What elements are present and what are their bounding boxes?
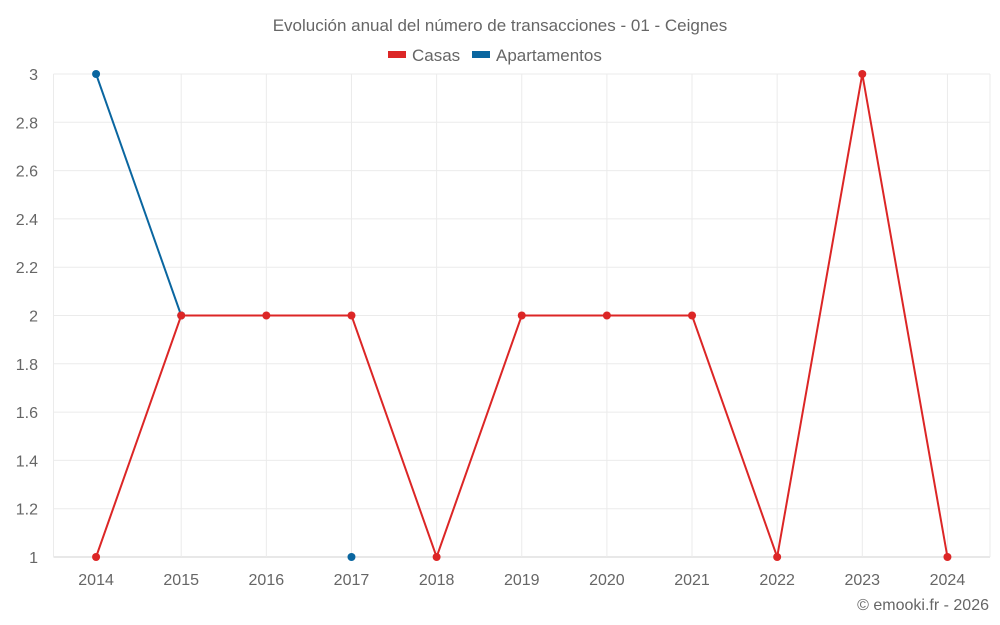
x-tick-label: 2021 <box>674 572 710 589</box>
x-tick-label: 2015 <box>163 572 199 589</box>
data-point-casas <box>432 553 441 561</box>
y-tick-label: 1.4 <box>16 453 38 470</box>
data-point-casas <box>943 553 952 561</box>
data-point-casas <box>347 311 356 320</box>
y-tick-label: 2.8 <box>16 115 38 132</box>
legend-label-casas: Casas <box>412 46 460 65</box>
x-tick-label: 2022 <box>759 572 795 589</box>
x-tick-label: 2020 <box>589 572 625 589</box>
data-point-apartamentos <box>347 553 356 561</box>
x-tick-label: 2019 <box>504 572 540 589</box>
x-axis: 2014 2015 2016 2017 2018 2019 2020 2021 2022 2023… <box>78 572 965 589</box>
y-tick-label: 1 <box>29 550 38 567</box>
x-tick-label: 2024 <box>930 572 966 589</box>
series <box>92 70 952 561</box>
y-tick-label: 2 <box>29 309 38 326</box>
y-tick-label: 1.8 <box>16 357 38 374</box>
x-tick-label: 2016 <box>249 572 285 589</box>
data-point-casas <box>773 553 782 561</box>
data-point-casas <box>602 311 611 320</box>
y-tick-label: 2.2 <box>16 260 38 277</box>
data-point-casas <box>177 311 186 320</box>
y-tick-label: 3 <box>29 67 38 84</box>
data-point-casas <box>688 311 697 320</box>
x-tick-label: 2014 <box>78 572 114 589</box>
legend: Casas Apartamentos <box>388 46 602 65</box>
y-tick-label: 1.6 <box>16 405 38 422</box>
legend-swatch-apartamentos <box>472 51 490 58</box>
series-line-apartamentos <box>95 73 183 316</box>
legend-swatch-casas <box>388 51 406 58</box>
data-point-casas <box>262 311 271 320</box>
data-point-casas <box>517 311 526 320</box>
legend-label-apartamentos: Apartamentos <box>496 46 602 65</box>
y-tick-label: 1.2 <box>16 502 38 519</box>
data-point-casas <box>858 70 867 78</box>
data-point-casas <box>92 553 101 561</box>
chart-title: Evolución anual del número de transaccio… <box>273 16 728 35</box>
y-tick-label: 2.6 <box>16 164 38 181</box>
x-tick-label: 2017 <box>334 572 370 589</box>
y-tick-label: 2.4 <box>16 212 38 229</box>
data-point-apartamentos <box>92 70 101 78</box>
x-tick-label: 2023 <box>844 572 880 589</box>
x-tick-label: 2018 <box>419 572 455 589</box>
y-axis: 1 1.2 1.4 1.6 1.8 2 2.2 2.4 2.6 2.8 3 <box>16 67 38 567</box>
credit: © emooki.fr - 2026 <box>857 597 989 614</box>
